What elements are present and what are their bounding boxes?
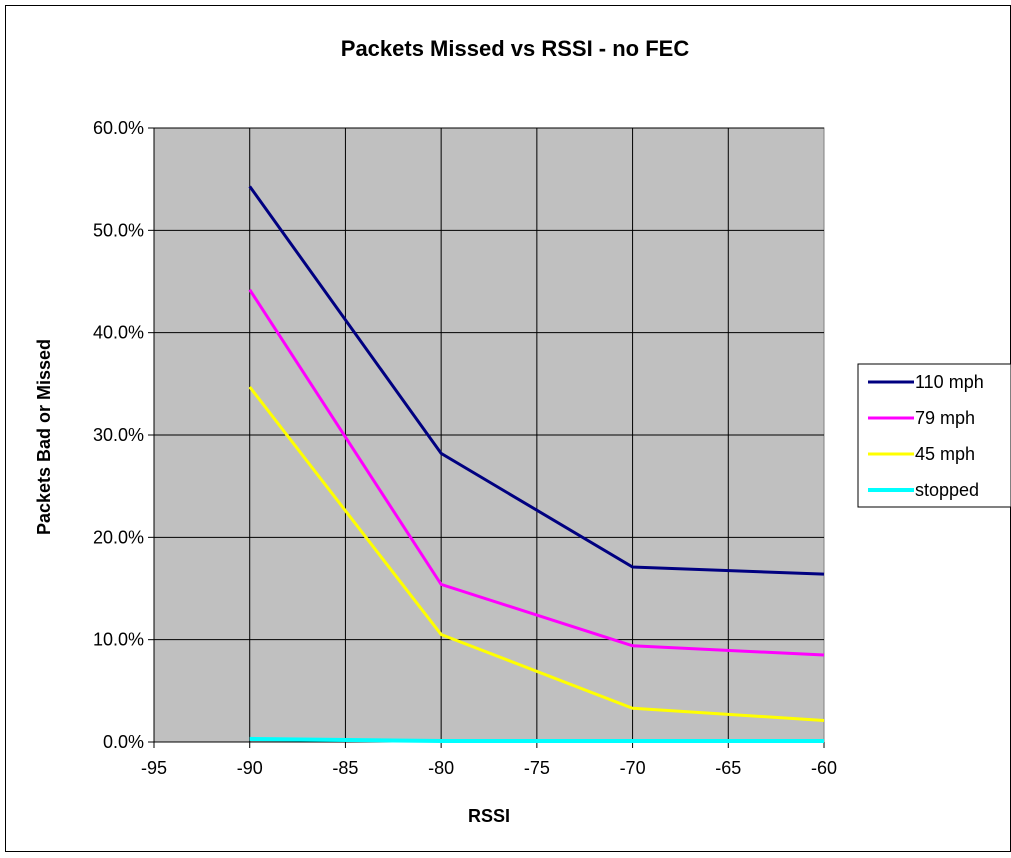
x-tick-label: -85 [332, 758, 358, 778]
legend: 110 mph 79 mph 45 mph stopped [857, 363, 1011, 508]
y-tick-label: 50.0% [93, 220, 144, 240]
x-tick-label: -75 [524, 758, 550, 778]
legend-label: 45 mph [915, 444, 975, 464]
series-line-79-mph [248, 288, 825, 657]
x-tick-label: -95 [141, 758, 167, 778]
legend-label: 79 mph [915, 408, 975, 428]
x-tick-label: -90 [237, 758, 263, 778]
y-tick-labels: 0.0% 10.0% 20.0% 30.0% 40.0% 50.0% 60.0% [93, 118, 144, 752]
series-line-110-mph [248, 185, 825, 576]
x-axis-title: RSSI [468, 806, 510, 826]
y-axis-title: Packets Bad or Missed [34, 339, 54, 535]
y-tick-label: 30.0% [93, 425, 144, 445]
series-lines [248, 185, 825, 743]
x-tick-label: -65 [715, 758, 741, 778]
legend-label: 110 mph [915, 372, 984, 392]
y-tick-label: 0.0% [103, 732, 144, 752]
y-tick-label: 40.0% [93, 323, 144, 343]
x-tick-label: -80 [428, 758, 454, 778]
x-tick-label: -60 [811, 758, 837, 778]
y-tick-label: 10.0% [93, 630, 144, 650]
gridlines [154, 127, 824, 742]
chart-title: Packets Missed vs RSSI - no FEC [341, 36, 690, 61]
x-tick-labels: -95 -90 -85 -80 -75 -70 -65 -60 [141, 758, 837, 778]
series-line-45-mph [248, 385, 825, 723]
legend-label: stopped [915, 480, 979, 500]
y-tick-label: 20.0% [93, 527, 144, 547]
series-line-stopped [249, 736, 824, 743]
y-tick-label: 60.0% [93, 118, 144, 138]
legend-items: 110 mph 79 mph 45 mph stopped [868, 372, 984, 500]
x-tick-label: -70 [620, 758, 646, 778]
legend-box [857, 363, 1011, 508]
